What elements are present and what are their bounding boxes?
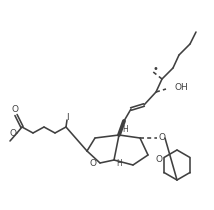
Text: O: O [89,160,97,168]
Text: O: O [9,130,16,139]
Text: I: I [66,113,68,122]
Text: •: • [152,64,158,74]
Text: OH: OH [175,84,189,92]
Text: O: O [12,105,18,114]
Text: O: O [156,155,162,164]
Text: O: O [159,133,165,142]
Text: H: H [122,126,128,134]
Text: H: H [116,159,122,168]
